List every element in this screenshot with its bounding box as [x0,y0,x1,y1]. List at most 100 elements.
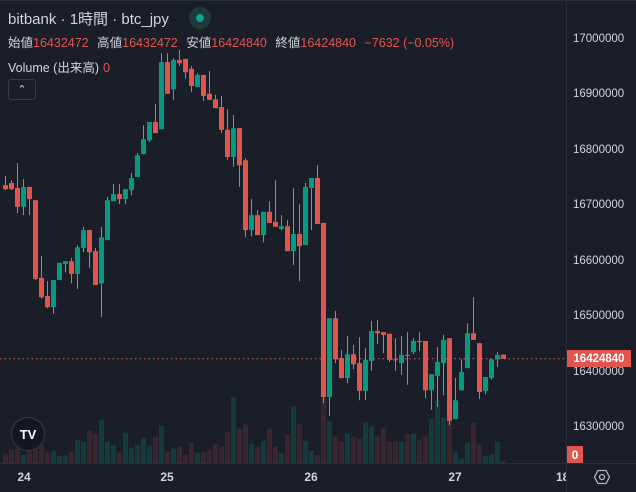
volume-bar [9,449,14,463]
volume-bar [291,406,296,463]
candle-body [9,183,14,190]
volume-bar [369,426,374,463]
candles [3,49,506,426]
settings-icon[interactable] [594,469,610,485]
candle [159,53,164,130]
candle-body [165,62,170,94]
high-value: 16432472 [122,36,178,50]
candle [291,187,296,266]
volume-bars [3,396,506,463]
candle [225,109,230,161]
candle [321,222,326,404]
candle-body [267,211,272,223]
candle [243,158,248,238]
candle-body [309,178,314,188]
candle-body [405,354,410,356]
volume-bar [57,455,62,463]
volume-bar [255,446,260,463]
candle [333,311,338,364]
candle [399,335,404,375]
candle-body [69,261,74,274]
volume-bar [111,444,116,463]
candle-body [255,215,260,236]
candle [75,245,80,289]
candle [171,58,176,100]
candle [201,74,206,101]
candle [27,186,32,216]
candle [111,184,116,202]
candle-body [81,230,86,248]
candle [285,220,290,252]
volume-bar [171,448,176,463]
candle [339,349,344,379]
candle-body [459,372,464,391]
candle-body [381,332,386,335]
symbol-title[interactable]: bitbank · 1時間 · btc_jpy [8,10,169,28]
candle [117,184,122,205]
candle [153,104,158,134]
volume-bar [489,454,494,463]
candle-body [417,340,422,343]
volume-bar [375,436,380,463]
volume-bar [279,452,284,463]
candle [105,196,110,241]
volume-bar [423,436,428,463]
volume-tag: 0 [567,446,583,463]
candle [57,262,62,281]
volume-bar [51,450,56,463]
candle [429,374,434,410]
price-tick: 16900000 [573,88,625,101]
candle-body [447,338,452,421]
candle-body [363,359,368,391]
volume-bar [75,439,80,463]
candle-body [63,261,68,264]
volume-bar [93,433,98,463]
candle [465,323,470,369]
volume-bar [411,433,416,463]
high-label: 高値 [97,36,123,50]
volume-bar [333,436,338,463]
candle [483,377,488,395]
candle-body [183,58,188,73]
candle [45,281,50,309]
volume-bar [147,445,152,463]
volume-legend[interactable]: Volume (出来高) 0 [8,57,459,76]
volume-bar [21,454,26,463]
candle-body [339,358,344,379]
candle-body [285,226,290,252]
volume-bar [69,451,74,463]
volume-bar [303,440,308,463]
open-value: 16432472 [33,36,89,50]
candle-body [279,226,284,230]
market-status-icon[interactable] [188,7,211,29]
candle [393,338,398,371]
candle-body [321,222,326,397]
volume-bar [243,424,248,463]
candle [363,348,368,401]
candle [213,94,218,109]
volume-bar [465,442,470,463]
candle-body [27,186,32,200]
candle-body [135,155,140,177]
candle [315,165,320,225]
collapse-legend-button[interactable]: ⌃ [8,79,36,100]
candle-body [471,333,476,340]
volume-bar [399,441,404,463]
time-tick: 24 [17,470,31,484]
candle [309,178,314,231]
time-tick: 27 [448,470,462,484]
volume-bar [351,436,356,463]
price-tick: 16300000 [573,421,625,433]
candle-body [375,331,380,334]
price-tick: 16800000 [573,143,625,156]
volume-bar [459,458,464,463]
volume-bar [219,446,224,463]
volume-bar [183,454,188,463]
volume-bar [45,451,50,463]
candle [303,183,308,246]
volume-bar [285,434,290,463]
volume-bar [105,441,110,463]
tradingview-logo[interactable]: TV [11,417,45,451]
volume-bar [159,425,164,463]
